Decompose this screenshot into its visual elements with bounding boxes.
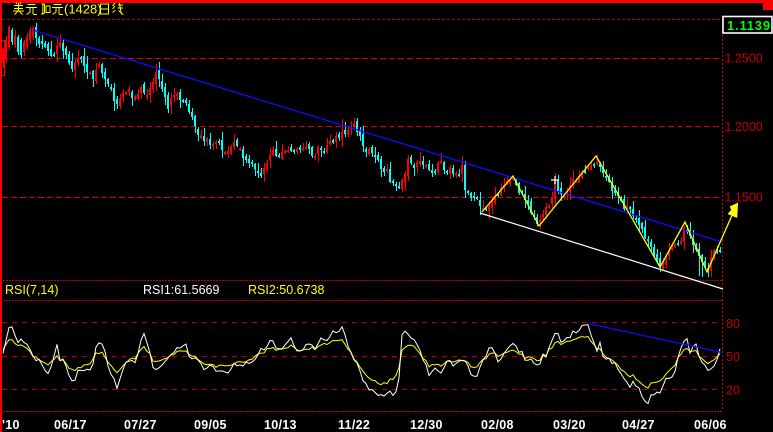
svg-text:RSI1:61.5669: RSI1:61.5669 [143,283,219,297]
svg-text:07/27: 07/27 [124,418,157,432]
svg-text:02/08: 02/08 [481,418,514,432]
svg-text:06/17: 06/17 [54,418,87,432]
svg-text:03/20: 03/20 [553,418,586,432]
svg-text:1.1500: 1.1500 [725,191,763,205]
svg-text:80: 80 [726,317,740,331]
svg-text:'10: '10 [2,418,20,432]
svg-text:06/06: 06/06 [694,418,727,432]
svg-text:12/30: 12/30 [410,418,443,432]
svg-text:RSI(7,14): RSI(7,14) [5,283,59,297]
svg-text:RSI2:50.6738: RSI2:50.6738 [248,283,324,297]
svg-text:1.2500: 1.2500 [725,52,763,66]
svg-text:1.1139: 1.1139 [727,18,771,33]
svg-text:50: 50 [726,350,740,364]
svg-text:10/13: 10/13 [264,418,297,432]
svg-text:11/22: 11/22 [338,418,370,432]
svg-text:09/05: 09/05 [194,418,227,432]
svg-text:20: 20 [726,383,740,397]
svg-text:04/27: 04/27 [622,418,655,432]
svg-text:(1428): (1428) [64,2,102,17]
svg-text:1.2000: 1.2000 [725,120,763,134]
